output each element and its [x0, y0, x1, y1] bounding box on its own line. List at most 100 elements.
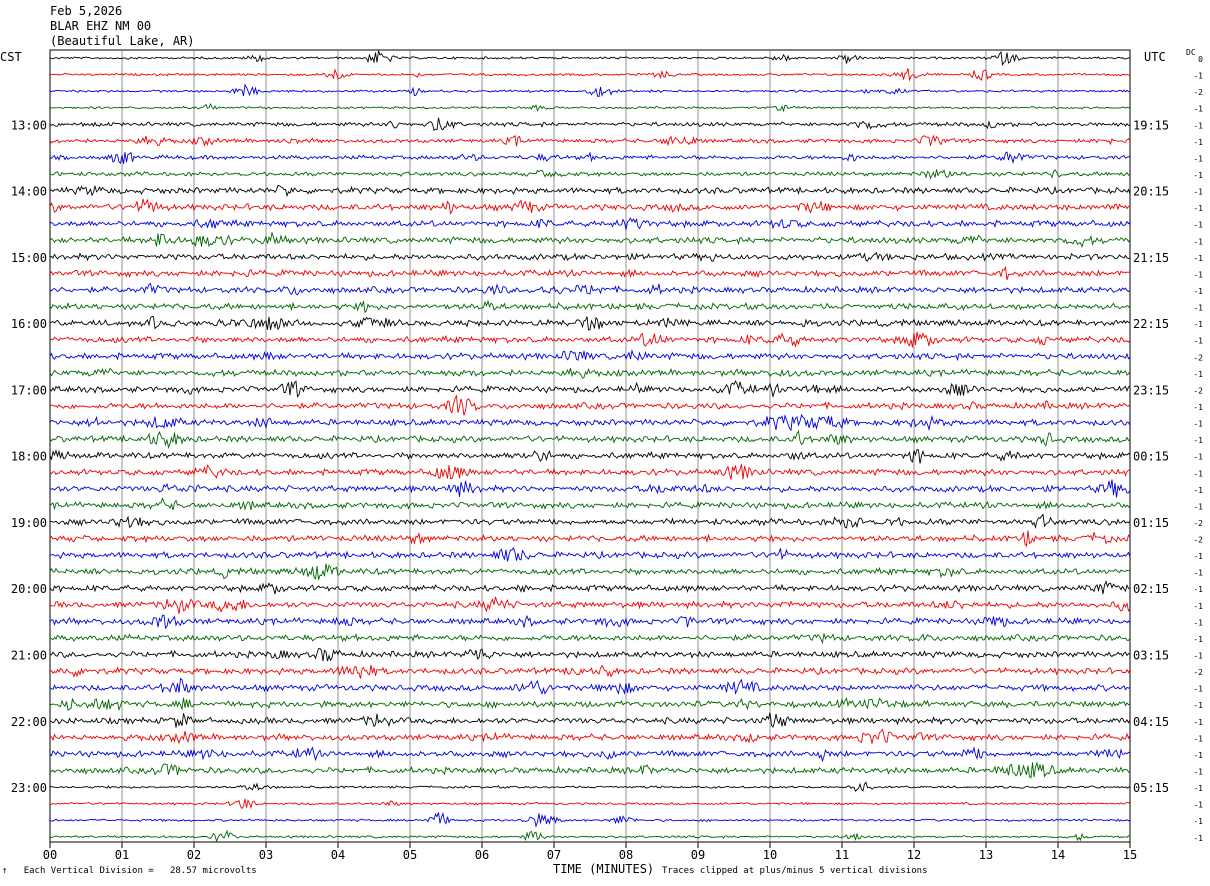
dc-offset-label: -1 [1193, 254, 1203, 263]
station-location: (Beautiful Lake, AR) [50, 34, 195, 48]
dc-offset-label: -1 [1193, 618, 1203, 627]
seismic-trace-row [49, 299, 1131, 314]
right-timezone-label: UTC [1144, 50, 1166, 64]
seismic-trace-row [49, 198, 1131, 215]
dc-offset-label: -1 [1193, 171, 1203, 180]
dc-offset-label: -1 [1193, 718, 1203, 727]
dc-offset-label: -1 [1193, 569, 1203, 578]
dc-offset-label: -1 [1193, 552, 1203, 561]
right-hour-label: 01:15 [1133, 516, 1169, 530]
seismic-trace-row [49, 217, 1131, 230]
seismic-trace-row [49, 232, 1131, 249]
dc-offset-label: -1 [1193, 304, 1203, 313]
left-hour-label: 18:00 [11, 450, 47, 464]
seismic-trace-row [49, 798, 1131, 810]
dc-offset-label: -1 [1193, 701, 1203, 710]
seismic-trace-row [49, 134, 1131, 147]
seismic-trace-row [49, 546, 1131, 562]
right-hour-label: 21:15 [1133, 251, 1169, 265]
seismic-trace-row [49, 380, 1131, 399]
seismic-trace-row [49, 633, 1131, 645]
seismic-trace-row [49, 697, 1131, 712]
plot-frame [49, 49, 1131, 843]
dc-offset-label: -1 [1193, 270, 1203, 279]
x-tick-label: 13 [979, 848, 993, 862]
plot-date: Feb 5,2026 [50, 4, 123, 18]
seismic-trace-row [49, 614, 1131, 630]
x-tick-label: 08 [619, 848, 633, 862]
x-tick-label: 03 [259, 848, 273, 862]
seismic-trace-row [49, 728, 1131, 745]
dc-offset-label: -1 [1193, 784, 1203, 793]
seismic-trace-row [49, 413, 1131, 432]
seismic-trace-row [49, 251, 1131, 263]
dc-offset-label: -1 [1193, 585, 1203, 594]
dc-offset-label: -1 [1193, 370, 1203, 379]
dc-offset-label: -2 [1193, 536, 1203, 545]
dc-offset-label: -2 [1193, 88, 1203, 97]
dc-offset-label: -1 [1193, 685, 1203, 694]
dc-offset-label: -1 [1193, 121, 1203, 130]
dc-offset-header: DC [1186, 48, 1196, 57]
left-timezone-label: CST [0, 50, 22, 64]
clip-note: Traces clipped at plus/minus 5 vertical … [662, 866, 928, 876]
seismic-trace-row [49, 282, 1131, 296]
seismic-trace-row [49, 746, 1131, 763]
right-hour-label: 23:15 [1133, 383, 1169, 397]
seismic-trace-row [49, 513, 1131, 529]
x-tick-label: 00 [43, 848, 57, 862]
seismic-trace-row [49, 331, 1131, 348]
dc-offset-label: -1 [1193, 734, 1203, 743]
seismic-trace-row [49, 781, 1131, 793]
seismic-trace-row [49, 394, 1131, 416]
left-hour-label: 13:00 [11, 118, 47, 132]
right-hour-label: 04:15 [1133, 715, 1169, 729]
seismic-trace-row [49, 184, 1131, 198]
x-tick-label: 06 [475, 848, 489, 862]
right-hour-label: 20:15 [1133, 185, 1169, 199]
left-hour-label: 16:00 [11, 317, 47, 331]
dc-offset-label: -1 [1193, 768, 1203, 777]
x-tick-label: 11 [835, 848, 849, 862]
left-hour-label: 14:00 [11, 185, 47, 199]
seismic-trace-row [49, 596, 1131, 614]
seismic-trace-row [49, 829, 1131, 843]
x-axis-title: TIME (MINUTES) [553, 862, 655, 876]
seismic-trace-row [49, 265, 1131, 281]
dc-offset-label: -1 [1193, 801, 1203, 810]
seismic-trace-row [49, 117, 1131, 132]
left-hour-label: 22:00 [11, 715, 47, 729]
left-hour-label: 17:00 [11, 383, 47, 397]
x-tick-label: 15 [1123, 848, 1137, 862]
corner-mark: ↑ [2, 866, 8, 876]
seismic-trace-row [49, 169, 1131, 180]
dc-offset-label: -1 [1193, 403, 1203, 412]
dc-offset-label: -1 [1193, 469, 1203, 478]
left-hour-label: 15:00 [11, 251, 47, 265]
x-tick-label: 12 [907, 848, 921, 862]
seismic-trace-row [49, 464, 1131, 480]
x-tick-label: 05 [403, 848, 417, 862]
seismic-trace-row [49, 648, 1131, 662]
dc-offset-label: -2 [1193, 668, 1203, 677]
seismic-trace-row [49, 316, 1131, 331]
seismic-trace-row [49, 349, 1131, 362]
dc-offset-label: -1 [1193, 320, 1203, 329]
seismic-trace-row [49, 580, 1131, 595]
dc-offset-label: 0 [1198, 55, 1203, 64]
x-tick-label: 01 [115, 848, 129, 862]
left-hour-label: 19:00 [11, 516, 47, 530]
right-hour-label: 03:15 [1133, 649, 1169, 663]
seismic-trace-row [49, 102, 1131, 113]
dc-offset-label: -1 [1193, 154, 1203, 163]
dc-offset-label: -1 [1193, 635, 1203, 644]
x-tick-label: 07 [547, 848, 561, 862]
dc-offset-label: -1 [1193, 436, 1203, 445]
seismic-trace-row [49, 497, 1131, 511]
station-code: BLAR EHZ NM 00 [50, 19, 152, 33]
scale-note: ↑ Each Vertical Division = 28.57 microvo… [2, 866, 257, 876]
right-hour-label: 22:15 [1133, 317, 1169, 331]
seismic-trace-row [49, 530, 1131, 548]
x-tick-label: 10 [763, 848, 777, 862]
seismic-trace-row [49, 712, 1131, 728]
